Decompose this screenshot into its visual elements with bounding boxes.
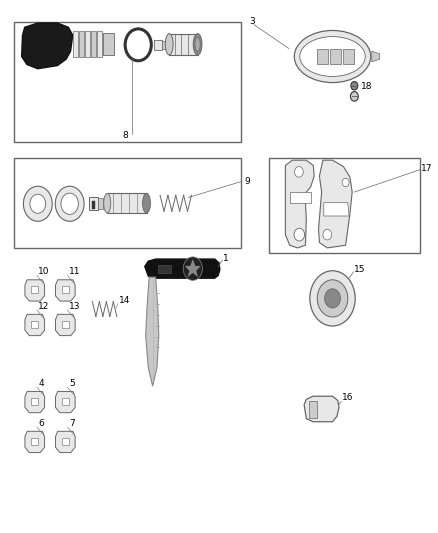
Polygon shape (145, 259, 220, 278)
Bar (62, 286, 69, 293)
Polygon shape (318, 160, 352, 248)
Polygon shape (286, 160, 314, 248)
Bar (14, 22, 241, 142)
Polygon shape (56, 280, 75, 301)
Bar (32, 398, 38, 405)
Circle shape (55, 186, 84, 221)
Text: 12: 12 (38, 302, 49, 311)
Bar (154, 39, 162, 50)
Polygon shape (304, 396, 339, 422)
Bar (32, 321, 38, 328)
Bar (62, 438, 69, 445)
Bar (62, 321, 69, 328)
Polygon shape (146, 277, 159, 386)
Polygon shape (324, 203, 349, 216)
Text: 15: 15 (354, 265, 366, 274)
Polygon shape (56, 431, 75, 453)
Text: 9: 9 (244, 177, 250, 186)
Bar (343, 49, 354, 64)
Bar (89, 197, 99, 210)
Circle shape (61, 193, 78, 214)
Text: 11: 11 (69, 268, 80, 277)
Bar (309, 401, 317, 418)
Text: 7: 7 (69, 419, 74, 428)
Text: 10: 10 (38, 268, 50, 277)
Bar (73, 31, 78, 56)
Circle shape (325, 289, 340, 308)
Bar (317, 49, 328, 64)
Bar (103, 33, 114, 55)
Polygon shape (25, 314, 45, 336)
Polygon shape (185, 259, 201, 277)
Circle shape (310, 271, 355, 326)
Bar (85, 31, 90, 56)
Bar (32, 438, 38, 445)
Text: 6: 6 (38, 419, 44, 428)
Polygon shape (25, 280, 45, 301)
Circle shape (23, 186, 52, 221)
Circle shape (342, 178, 349, 187)
Bar (62, 398, 69, 405)
Polygon shape (21, 23, 73, 69)
Circle shape (350, 92, 358, 101)
Text: 4: 4 (38, 379, 44, 388)
Polygon shape (372, 51, 380, 62)
Ellipse shape (104, 193, 111, 213)
Bar (330, 49, 341, 64)
Bar (97, 31, 102, 56)
Text: 1: 1 (223, 254, 229, 263)
Ellipse shape (195, 37, 200, 51)
Bar (269, 158, 420, 253)
Text: 13: 13 (69, 302, 80, 311)
Ellipse shape (300, 37, 365, 76)
Text: 3: 3 (250, 17, 255, 26)
Circle shape (125, 29, 151, 61)
Bar (158, 265, 171, 273)
Bar (14, 158, 241, 248)
Polygon shape (25, 431, 45, 453)
Text: 14: 14 (119, 296, 130, 305)
Circle shape (183, 257, 202, 280)
Bar (107, 193, 147, 213)
Ellipse shape (165, 34, 173, 55)
Polygon shape (290, 192, 311, 203)
Ellipse shape (143, 193, 150, 213)
Circle shape (30, 194, 46, 213)
Text: 18: 18 (361, 83, 372, 92)
Circle shape (317, 280, 348, 317)
Circle shape (294, 228, 304, 241)
Bar (91, 31, 96, 56)
Text: 16: 16 (342, 393, 353, 402)
Circle shape (351, 82, 358, 90)
Text: 5: 5 (69, 379, 74, 388)
Circle shape (323, 229, 332, 240)
Text: 8: 8 (122, 131, 128, 140)
Bar (92, 201, 95, 209)
Bar (32, 286, 38, 293)
Polygon shape (56, 314, 75, 336)
Bar (169, 34, 198, 55)
Bar (162, 41, 166, 49)
Text: 17: 17 (421, 164, 433, 173)
Polygon shape (25, 391, 45, 413)
Bar (99, 198, 103, 208)
Ellipse shape (193, 34, 202, 55)
Circle shape (294, 166, 303, 177)
Bar (79, 31, 84, 56)
Polygon shape (56, 391, 75, 413)
Ellipse shape (294, 30, 371, 83)
